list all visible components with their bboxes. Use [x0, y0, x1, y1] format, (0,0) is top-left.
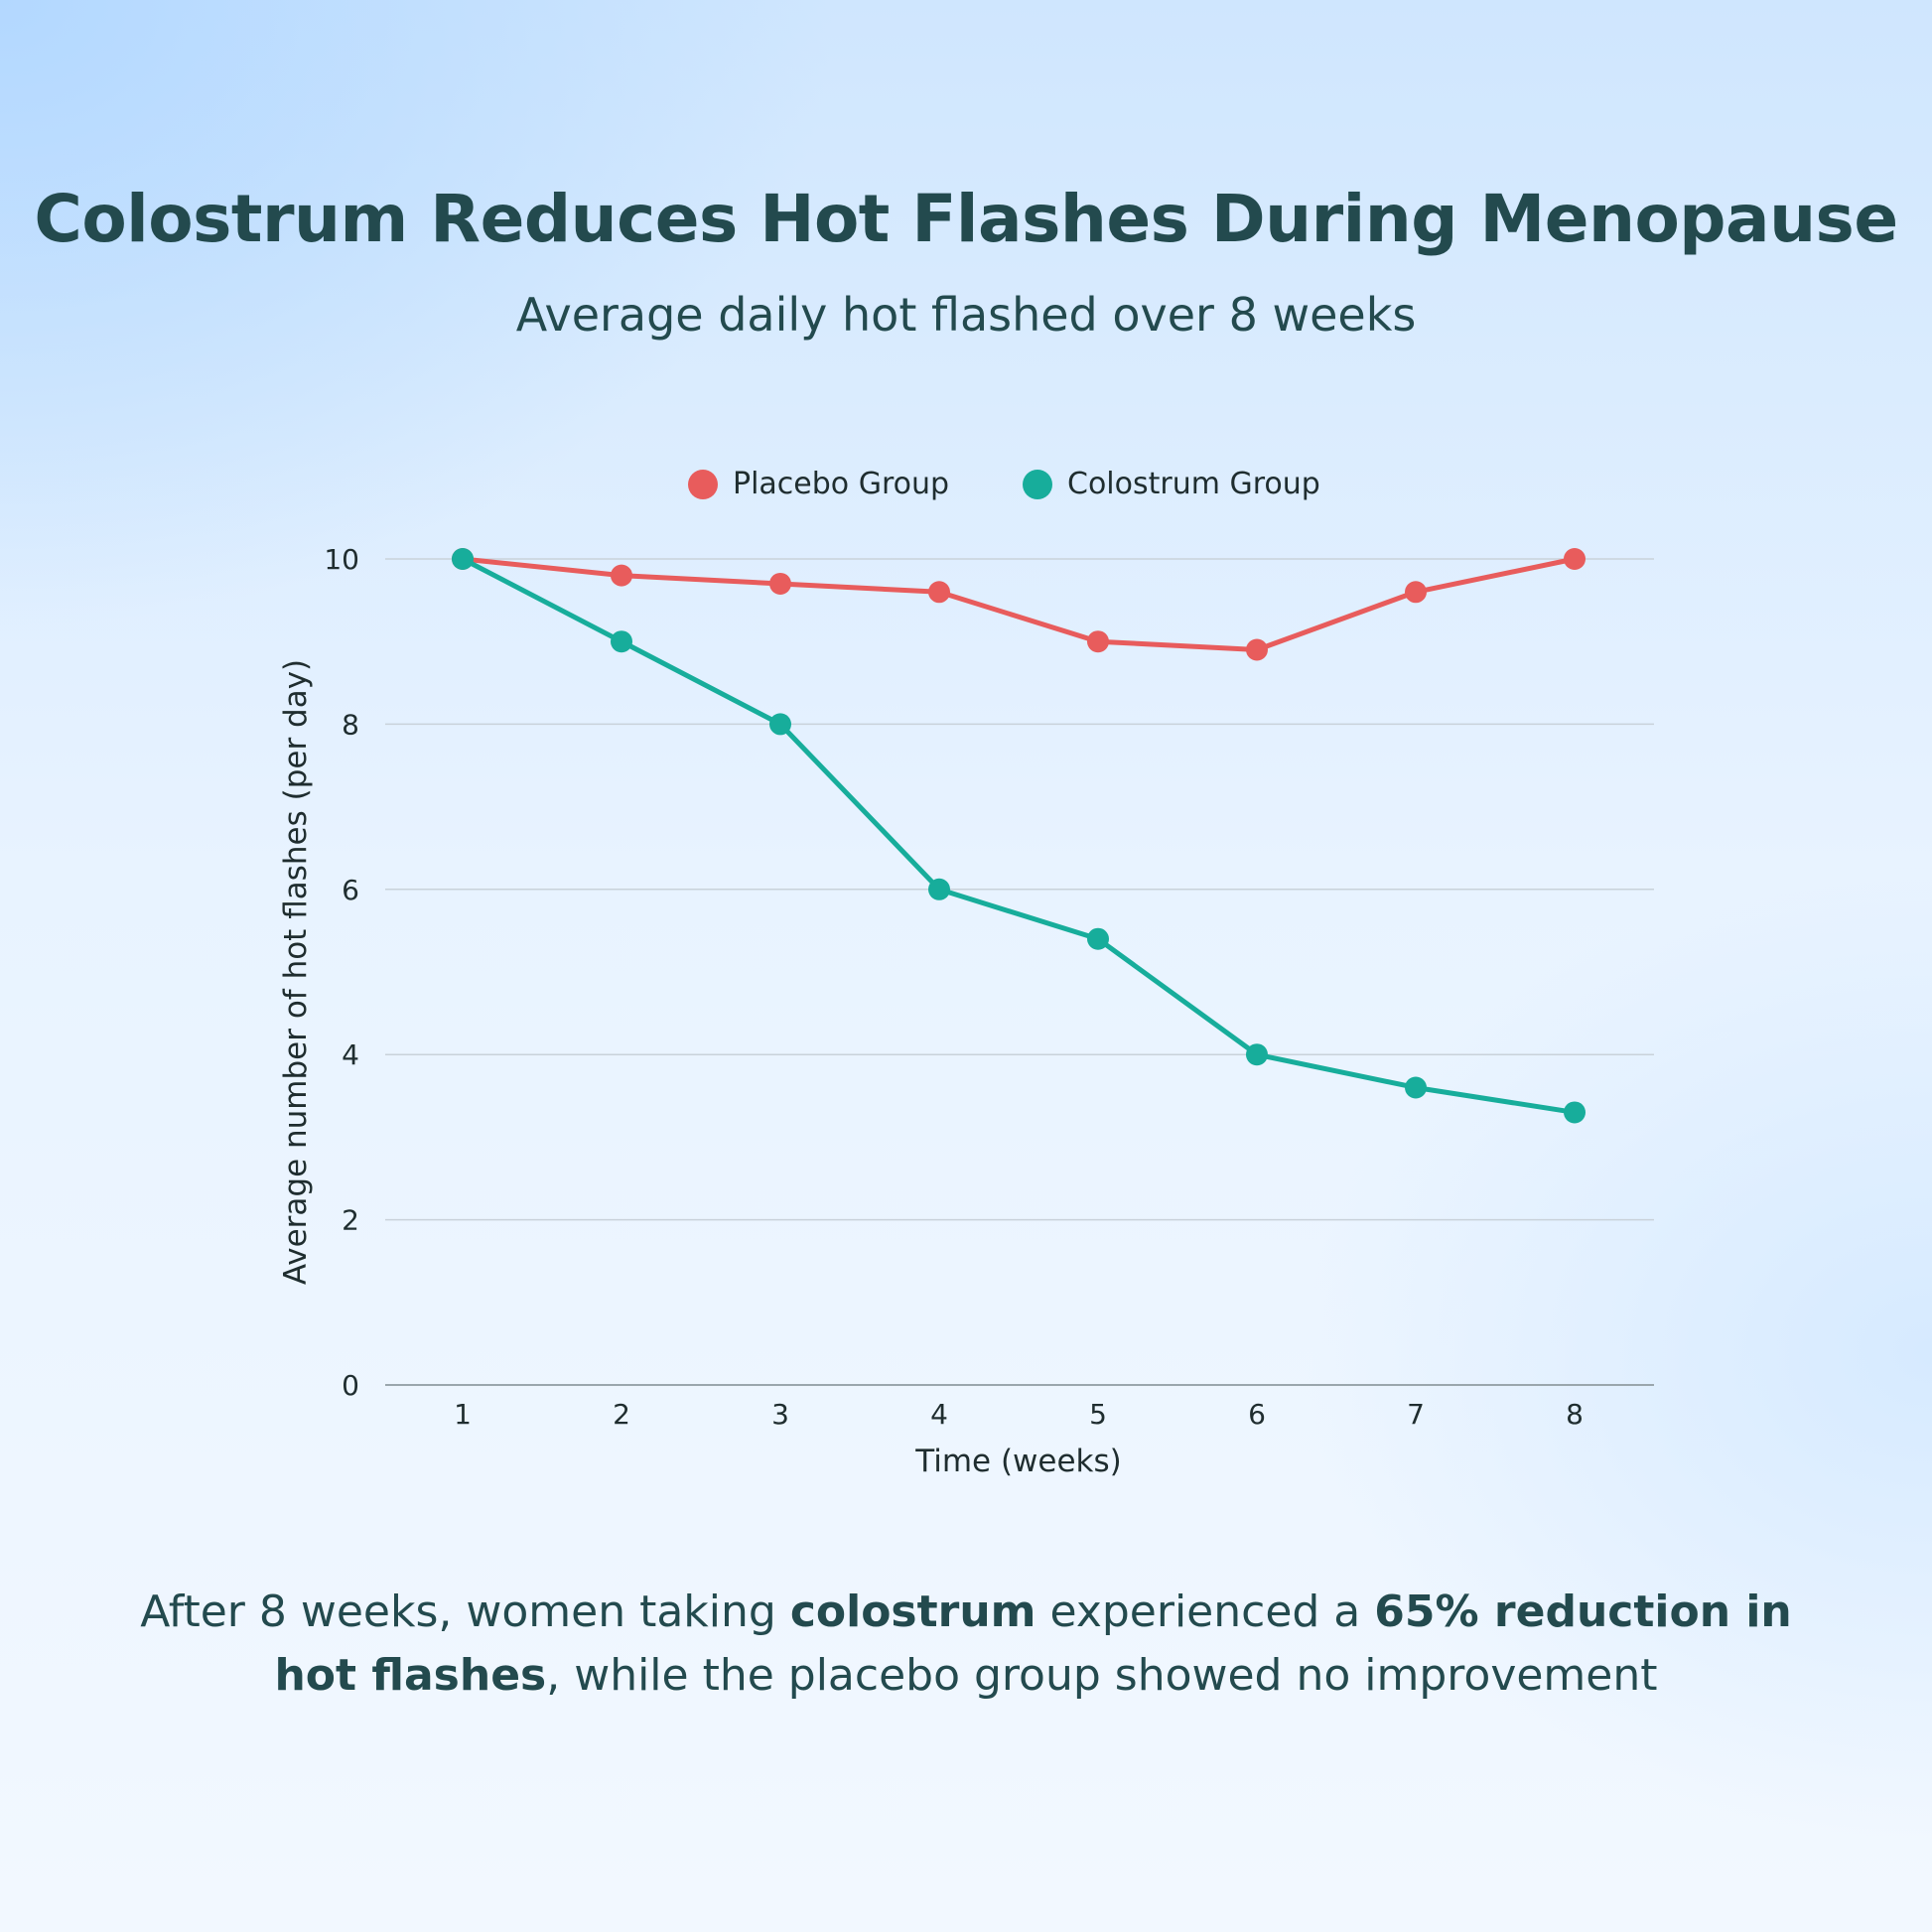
data-point-colostrum [769, 713, 791, 736]
series-line-placebo [460, 556, 1578, 653]
data-point-placebo [769, 572, 791, 595]
y-tick-label: 4 [342, 1038, 359, 1071]
data-point-colostrum [452, 548, 474, 570]
y-tick-label: 0 [342, 1369, 359, 1402]
chart-subtitle: Average daily hot flashed over 8 weeks [515, 288, 1417, 342]
data-point-placebo [611, 564, 632, 587]
y-tick-label: 2 [342, 1204, 359, 1237]
x-tick-label: 3 [771, 1398, 789, 1431]
legend-marker-colostrum [1023, 470, 1052, 499]
y-tick-label: 10 [324, 543, 359, 576]
data-point-colostrum [611, 630, 632, 653]
caption-text-2: experienced a [1035, 1587, 1375, 1637]
x-tick-label: 7 [1407, 1398, 1425, 1431]
data-point-colostrum [1087, 927, 1109, 950]
series-line-colostrum [460, 556, 1578, 1115]
chart-title: Colostrum Reduces Hot Flashes During Men… [34, 181, 1898, 257]
x-tick-label: 6 [1248, 1398, 1266, 1431]
caption-text-3: , while the placebo group showed no impr… [546, 1650, 1658, 1701]
x-tick-label: 5 [1089, 1398, 1107, 1431]
summary-caption: After 8 weeks, women taking colostrum ex… [129, 1581, 1803, 1708]
x-tick-label: 4 [930, 1398, 948, 1431]
x-tick-label: 8 [1566, 1398, 1584, 1431]
data-point-placebo [928, 581, 950, 604]
y-tick-label: 6 [342, 874, 359, 906]
data-point-colostrum [1405, 1076, 1427, 1099]
x-tick-label: 1 [454, 1398, 472, 1431]
legend-marker-placebo [688, 470, 718, 499]
y-tick-label: 8 [342, 708, 359, 741]
data-point-placebo [1087, 630, 1109, 653]
legend-label-colostrum: Colostrum Group [1067, 467, 1320, 501]
caption-bold-colostrum: colostrum [789, 1587, 1036, 1637]
legend-label-placebo: Placebo Group [733, 467, 949, 501]
x-tick-label: 2 [613, 1398, 630, 1431]
x-axis-title: Time (weeks) [914, 1444, 1122, 1479]
data-point-placebo [1246, 638, 1268, 661]
data-point-colostrum [928, 878, 950, 900]
data-point-placebo [1405, 581, 1427, 604]
caption-text-1: After 8 weeks, women taking [140, 1587, 790, 1637]
data-point-colostrum [1246, 1043, 1268, 1066]
data-point-colostrum [1564, 1101, 1586, 1124]
caption-bold-reduction: 65% reduction in hot flashes [274, 1587, 1792, 1701]
y-axis-title: Average number of hot flashes (per day) [278, 659, 314, 1285]
data-point-placebo [1564, 548, 1586, 570]
